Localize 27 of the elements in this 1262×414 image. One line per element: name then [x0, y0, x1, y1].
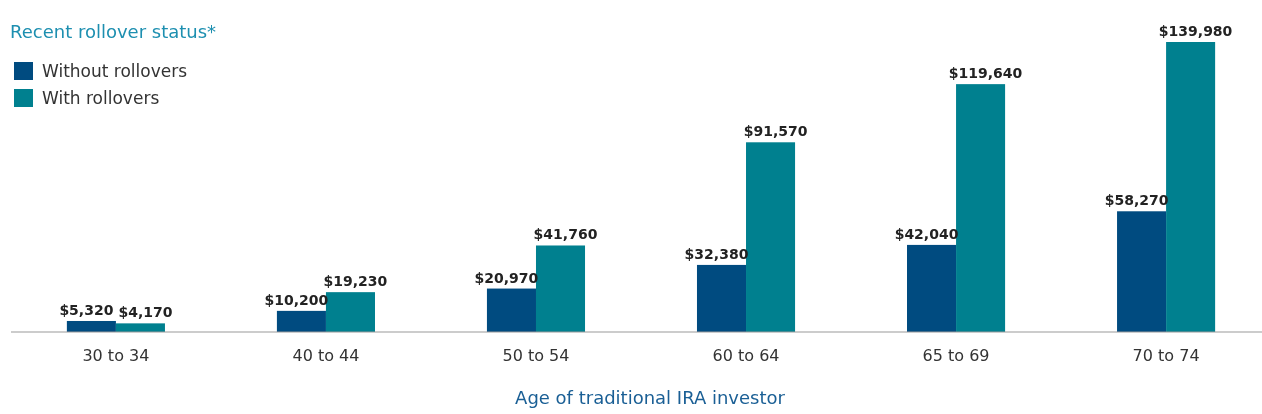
data-label: $91,570 [743, 123, 808, 140]
bar [696, 264, 747, 332]
legend-label: With rollovers [42, 88, 160, 108]
legend-label: Without rollovers [42, 61, 188, 81]
bar [276, 310, 326, 332]
bar [956, 84, 1006, 332]
x-tick-label: 65 to 69 [922, 346, 990, 365]
legend-title: Recent rollover status* [10, 21, 217, 42]
bar [115, 323, 165, 332]
data-label: $119,640 [948, 65, 1023, 82]
x-tick-label: 30 to 34 [82, 346, 150, 365]
x-tick-label: 70 to 74 [1132, 346, 1200, 365]
x-tick-label: 60 to 64 [712, 346, 780, 365]
bar [746, 142, 796, 332]
data-label: $139,980 [1158, 23, 1233, 39]
x-tick-label: 40 to 44 [292, 346, 360, 365]
data-label: $41,760 [533, 226, 598, 243]
data-label: $4,170 [118, 304, 173, 321]
bar [907, 244, 957, 332]
bar [486, 288, 536, 332]
x-axis-title: Age of traditional IRA investor [515, 387, 786, 408]
bar [1117, 211, 1167, 332]
data-label: $19,230 [323, 273, 388, 290]
bar [1166, 42, 1216, 332]
bar [66, 320, 116, 332]
data-label: $5,320 [59, 301, 114, 318]
x-tick-label: 50 to 54 [502, 346, 570, 365]
